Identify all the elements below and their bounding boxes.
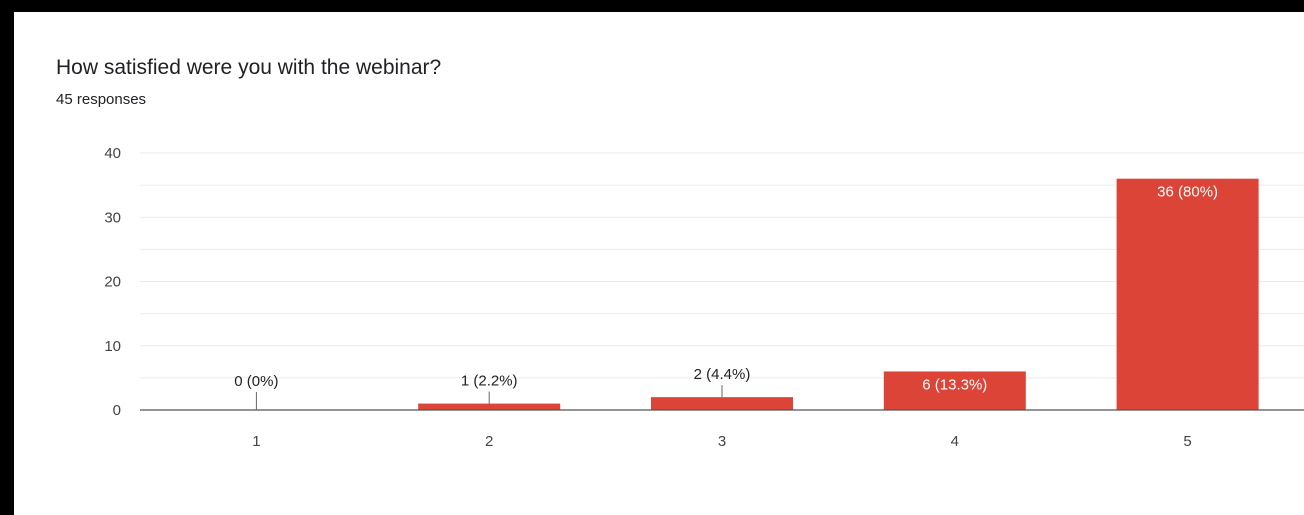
bars bbox=[418, 178, 1259, 410]
x-tick-label: 1 bbox=[252, 433, 260, 450]
bar-chart: 0 10 20 30 40 1 2 3 4 5 0 (0%) 1 (2.2%) 2 (4.4%) 6 … bbox=[104, 145, 1304, 450]
y-tick-label: 30 bbox=[104, 209, 121, 226]
data-label: 36 (80%) bbox=[1157, 184, 1218, 201]
x-tick-label: 4 bbox=[951, 433, 959, 450]
bar bbox=[1116, 178, 1259, 410]
data-label: 0 (0%) bbox=[234, 373, 278, 390]
bar bbox=[883, 371, 1026, 410]
data-labels: 0 (0%) 1 (2.2%) 2 (4.4%) 6 (13.3%) 36 (80%) bbox=[234, 184, 1218, 410]
y-tick-labels: 0 10 20 30 40 bbox=[104, 145, 121, 419]
chart-title: How satisfied were you with the webinar? bbox=[56, 56, 442, 79]
data-label: 2 (4.4%) bbox=[694, 366, 751, 383]
bar bbox=[418, 403, 561, 410]
x-tick-labels: 1 2 3 4 5 bbox=[252, 433, 1192, 450]
bar bbox=[651, 397, 793, 410]
chart-card: How satisfied were you with the webinar?… bbox=[14, 12, 1304, 515]
data-label: 1 (2.2%) bbox=[461, 373, 518, 390]
y-tick-label: 0 bbox=[113, 402, 121, 419]
x-tick-label: 2 bbox=[485, 433, 493, 450]
data-label: 6 (13.3%) bbox=[922, 376, 987, 393]
x-tick-label: 3 bbox=[718, 433, 726, 450]
response-count: 45 responses bbox=[56, 91, 147, 108]
y-tick-label: 40 bbox=[104, 145, 121, 162]
y-tick-label: 20 bbox=[104, 274, 121, 291]
y-tick-label: 10 bbox=[104, 338, 121, 355]
gridlines bbox=[140, 152, 1304, 379]
x-tick-label: 5 bbox=[1183, 433, 1191, 450]
